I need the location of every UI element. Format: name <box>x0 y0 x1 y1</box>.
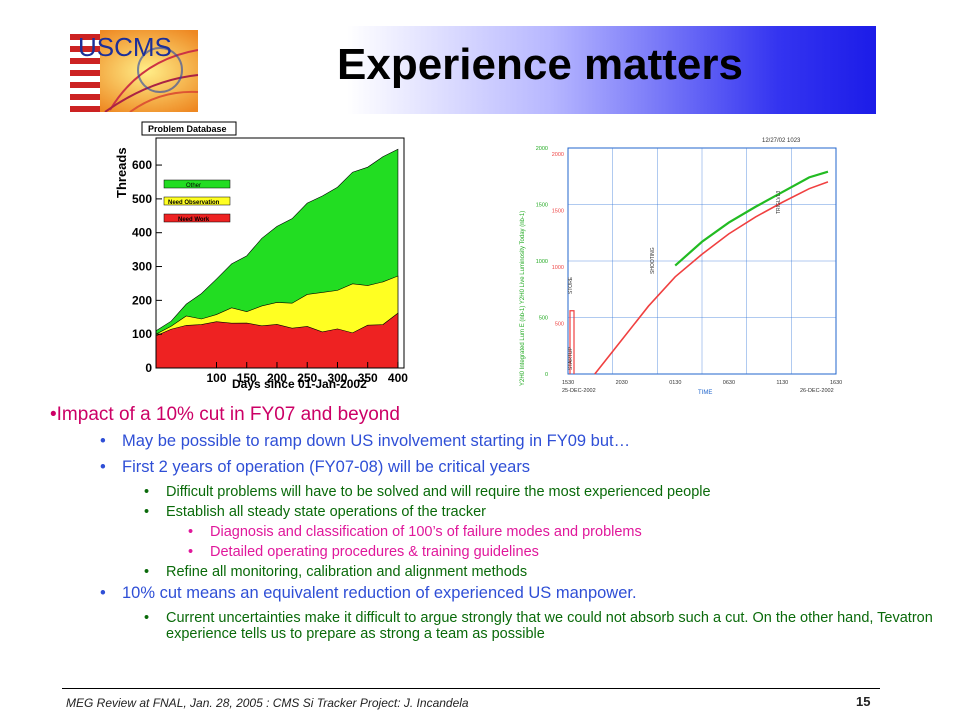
series-red <box>594 181 829 375</box>
annotation-label: STORE <box>568 276 574 294</box>
x-tick-label: 0630 <box>723 380 735 386</box>
x-tick-label: 0130 <box>669 380 681 386</box>
legend-need-observation: Need Observation <box>168 200 220 206</box>
bullet-level1: • May be possible to ramp down US involve… <box>100 432 631 450</box>
y-tick-label: 200 <box>132 293 152 307</box>
x-tick-label: 100 <box>206 371 226 385</box>
x-tick-label: 2030 <box>616 380 628 386</box>
x-tick-label: 1130 <box>776 380 788 386</box>
y-tick-label-secondary: 500 <box>555 322 564 328</box>
y-tick-label: 300 <box>132 260 152 274</box>
y-tick-label-secondary: 2000 <box>552 152 564 158</box>
x-tick-label: 400 <box>388 371 408 385</box>
annotation-label: TRIGLVL3 <box>776 191 782 214</box>
chart1-title: Problem Database <box>148 124 227 134</box>
y-tick-label: 1500 <box>536 203 548 209</box>
bullet-text: First 2 years of operation (FY07-08) wil… <box>122 458 531 476</box>
chart2-header: 12/27/02 1023 <box>762 138 801 144</box>
x-tick-label: 1630 <box>830 380 842 386</box>
bullet-text: Establish all steady state operations of… <box>166 504 486 520</box>
legend-need-work: Need Work <box>178 217 210 223</box>
area-need-work <box>155 312 399 369</box>
bullet-text: Diagnosis and classification of 100’s of… <box>210 524 642 540</box>
startup-spike <box>569 310 575 374</box>
y-tick-label: 100 <box>132 327 152 341</box>
bullet-text: Difficult problems will have to be solve… <box>166 484 711 500</box>
bullet-list: •Impact of a 10% cut in FY07 and beyond … <box>48 404 938 646</box>
x-tick-label: 300 <box>327 371 347 385</box>
chart1-ylabel: Threads <box>114 147 129 198</box>
legend-other: Other <box>186 183 201 189</box>
bullet-text: Impact of a 10% cut in FY07 and beyond <box>56 404 400 425</box>
bullet-text: Current uncertainties make it difficult … <box>166 610 933 642</box>
bullet-level2: • Refine all monitoring, calibration and … <box>144 564 528 580</box>
x-date-label: 25-DEC-2002 <box>562 388 596 394</box>
footer-text: MEG Review at FNAL, Jan. 28, 2005 : CMS … <box>66 696 469 710</box>
bullet-level2: • Establish all steady state operations o… <box>144 504 486 520</box>
series-green <box>674 170 829 267</box>
bullet-text: Refine all monitoring, calibration and a… <box>166 564 528 580</box>
bullet-level3: • Detailed operating procedures & trainin… <box>188 544 539 560</box>
chart2-xlabel: TIME <box>698 390 712 396</box>
y-tick-label: 2000 <box>536 146 548 152</box>
y-tick-label: 500 <box>132 192 152 206</box>
bullet-level1: • First 2 years of operation (FY07-08) wi… <box>100 458 531 476</box>
chart1-xlabel: Days since 01-Jan-2002 <box>232 377 367 391</box>
y-tick-label: 500 <box>539 316 548 322</box>
y-tick-label: 400 <box>132 226 152 240</box>
chart2-ylabel: Y2H0 Integrated Lum E (nb-1) Y2H0 Live L… <box>520 211 526 386</box>
plot-frame <box>155 137 405 369</box>
y-tick-label-secondary: 1500 <box>552 209 564 215</box>
y-tick-label: 0 <box>145 361 152 375</box>
bullet-level2: • Current uncertainties make it difficult… <box>144 610 933 642</box>
bullet-level1: • 10% cut means an equivalent reduction o… <box>100 584 637 602</box>
x-date-label: 26-DEC-2002 <box>800 388 834 394</box>
problem-database-chart: Problem Database Threads 0 100 200 300 400 50… <box>108 118 426 396</box>
x-tick-label: 200 <box>267 371 287 385</box>
page-title: Experience matters <box>337 40 743 89</box>
y-tick-label: 0 <box>545 372 548 378</box>
footer-rule <box>62 688 880 689</box>
annotation-label: STARTUP <box>568 346 574 370</box>
bullet-level2: • Difficult problems will have to be solv… <box>144 484 711 500</box>
bullet-text: Detailed operating procedures & training… <box>210 544 539 560</box>
x-tick-label: 1530 <box>562 380 574 386</box>
bullet-level3: • Diagnosis and classification of 100’s o… <box>188 524 642 540</box>
y-tick-label-secondary: 1000 <box>552 265 564 271</box>
bullet-text: 10% cut means an equivalent reduction of… <box>122 584 637 602</box>
x-tick-label: 350 <box>358 371 378 385</box>
bullet-text: May be possible to ramp down US involvem… <box>122 432 631 450</box>
page-number: 15 <box>856 694 871 709</box>
x-tick-label: 150 <box>237 371 257 385</box>
y-tick-label: 600 <box>132 158 152 172</box>
uscms-logo: USCMS <box>70 30 199 113</box>
luminosity-chart: 12/27/02 1023 Y2H0 Integrated Lum E (nb-… <box>512 126 844 398</box>
bullet-level0: •Impact of a 10% cut in FY07 and beyond <box>50 404 400 425</box>
logo-text: USCMS <box>78 32 172 62</box>
x-tick-label: 250 <box>297 371 317 385</box>
annotation-label: SHOOTING <box>650 247 656 274</box>
y-tick-label: 1000 <box>536 259 548 265</box>
